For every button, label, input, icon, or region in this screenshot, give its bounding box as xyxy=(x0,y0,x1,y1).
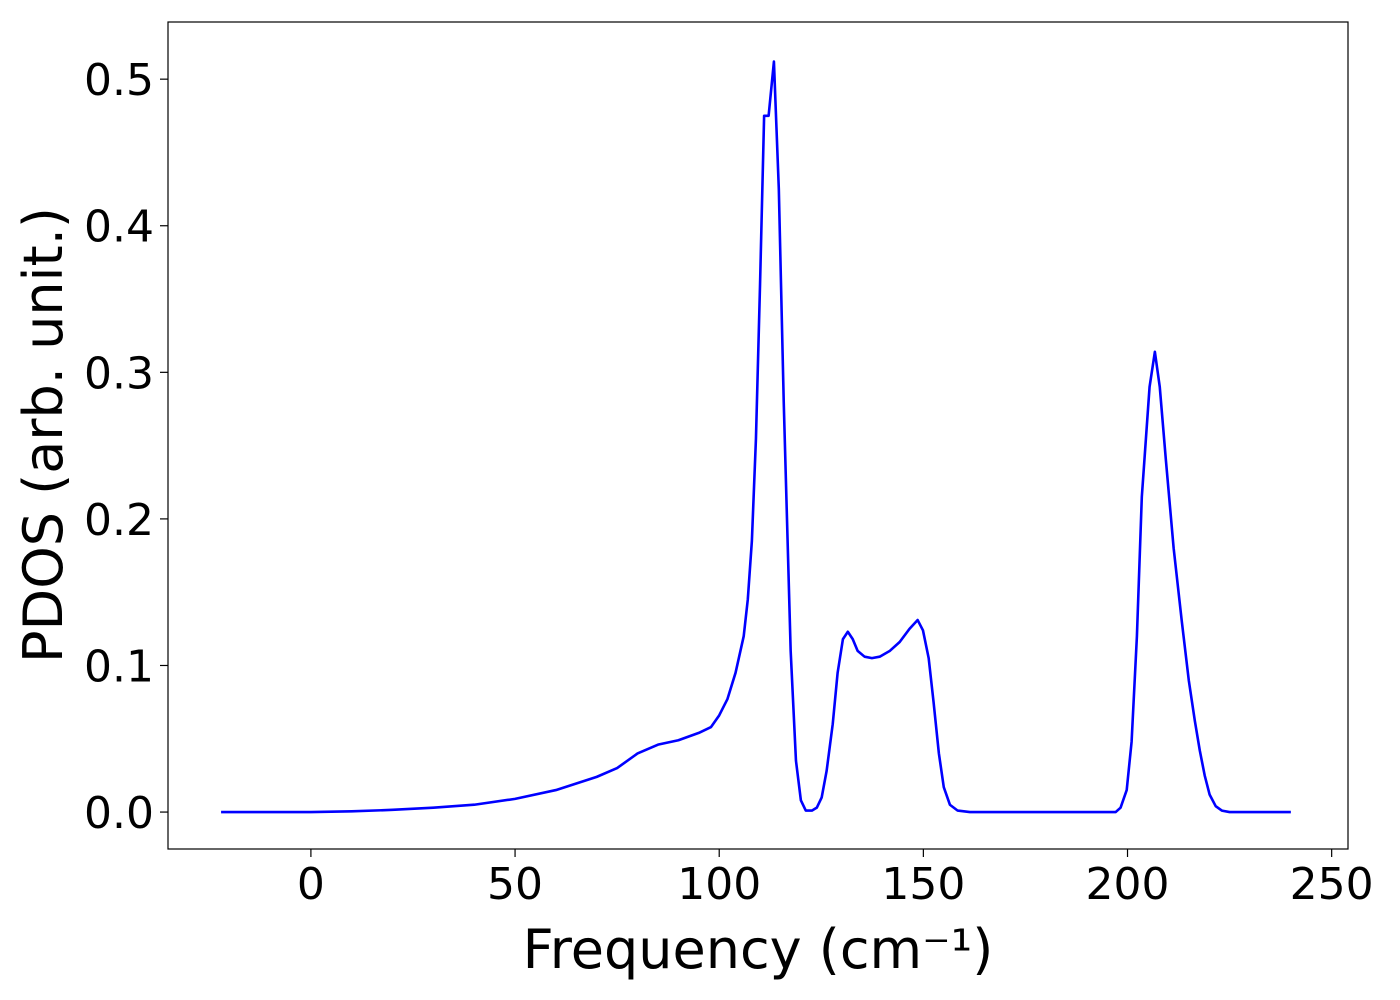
y-tick-label: 0.3 xyxy=(84,348,154,399)
x-tick-label: 50 xyxy=(487,859,543,910)
x-tick-label: 250 xyxy=(1290,859,1374,910)
y-tick-label: 0.4 xyxy=(84,202,154,253)
y-tick-label: 0.1 xyxy=(84,641,154,692)
x-tick-label: 0 xyxy=(297,859,325,910)
y-tick-label: 0.2 xyxy=(84,495,154,546)
x-axis-label: Frequency (cm⁻¹) xyxy=(523,918,994,981)
plot-frame xyxy=(167,21,1349,850)
x-tick-label: 150 xyxy=(881,859,965,910)
x-tick-label: 200 xyxy=(1086,859,1170,910)
data-line xyxy=(221,60,1291,814)
y-tick-label: 0.0 xyxy=(84,788,154,839)
x-tick-label: 100 xyxy=(677,859,761,910)
y-tick-label: 0.5 xyxy=(84,55,154,106)
y-axis-label: PDOS (arb. unit.) xyxy=(12,207,75,663)
